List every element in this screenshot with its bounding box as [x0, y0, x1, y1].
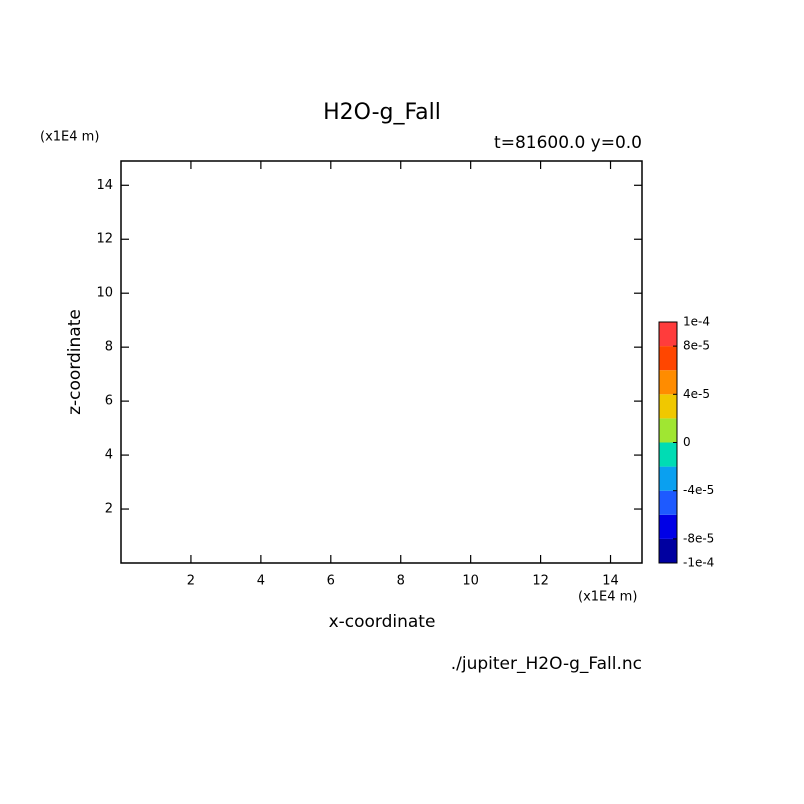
colorbar-segment	[659, 370, 677, 395]
y-axis-label: z-coordinate	[65, 309, 85, 415]
colorbar-tick-label: 8e-5	[683, 339, 710, 353]
colorbar-tick-label: -1e-4	[683, 556, 714, 570]
colorbar-tick-label: 1e-4	[683, 315, 710, 329]
y-tick-label: 6	[105, 394, 113, 409]
y-tick-label: 8	[105, 340, 113, 355]
x-tick-label: 8	[397, 574, 405, 589]
colorbar-tick-label: 0	[683, 435, 691, 449]
x-tick-label: 10	[462, 574, 479, 589]
chart-title: H2O-g_Fall	[323, 100, 441, 125]
colorbar-segment	[659, 514, 677, 539]
y-unit: (x1E4 m)	[40, 130, 99, 145]
y-tick-label: 2	[105, 502, 113, 517]
x-tick-label: 6	[327, 574, 335, 589]
x-tick-label: 2	[187, 574, 195, 589]
colorbar-segment	[659, 418, 677, 443]
colorbar-tick-label: -8e-5	[683, 531, 714, 545]
x-tick-label: 12	[532, 574, 549, 589]
colorbar-segment	[659, 442, 677, 467]
y-tick-label: 12	[96, 232, 113, 247]
y-tick-label: 10	[96, 286, 113, 301]
y-tick-label: 14	[96, 178, 113, 193]
y-tick-label: 4	[105, 448, 113, 463]
colorbar-segment	[659, 346, 677, 371]
colorbar-tick-label: 4e-5	[683, 387, 710, 401]
colorbar-segment	[659, 490, 677, 515]
x-axis-label: x-coordinate	[329, 612, 436, 632]
colorbar-segment	[659, 394, 677, 419]
chart-subtitle: t=81600.0 y=0.0	[494, 133, 642, 153]
colorbar-segment	[659, 538, 677, 563]
source-file: ./jupiter_H2O-g_Fall.nc	[451, 654, 642, 674]
x-unit: (x1E4 m)	[578, 590, 637, 605]
plot-frame	[120, 160, 643, 564]
x-tick-label: 4	[257, 574, 265, 589]
colorbar-segment	[659, 466, 677, 491]
x-tick-label: 14	[602, 574, 619, 589]
colorbar-segment	[659, 322, 677, 347]
colorbar-tick-label: -4e-5	[683, 483, 714, 497]
